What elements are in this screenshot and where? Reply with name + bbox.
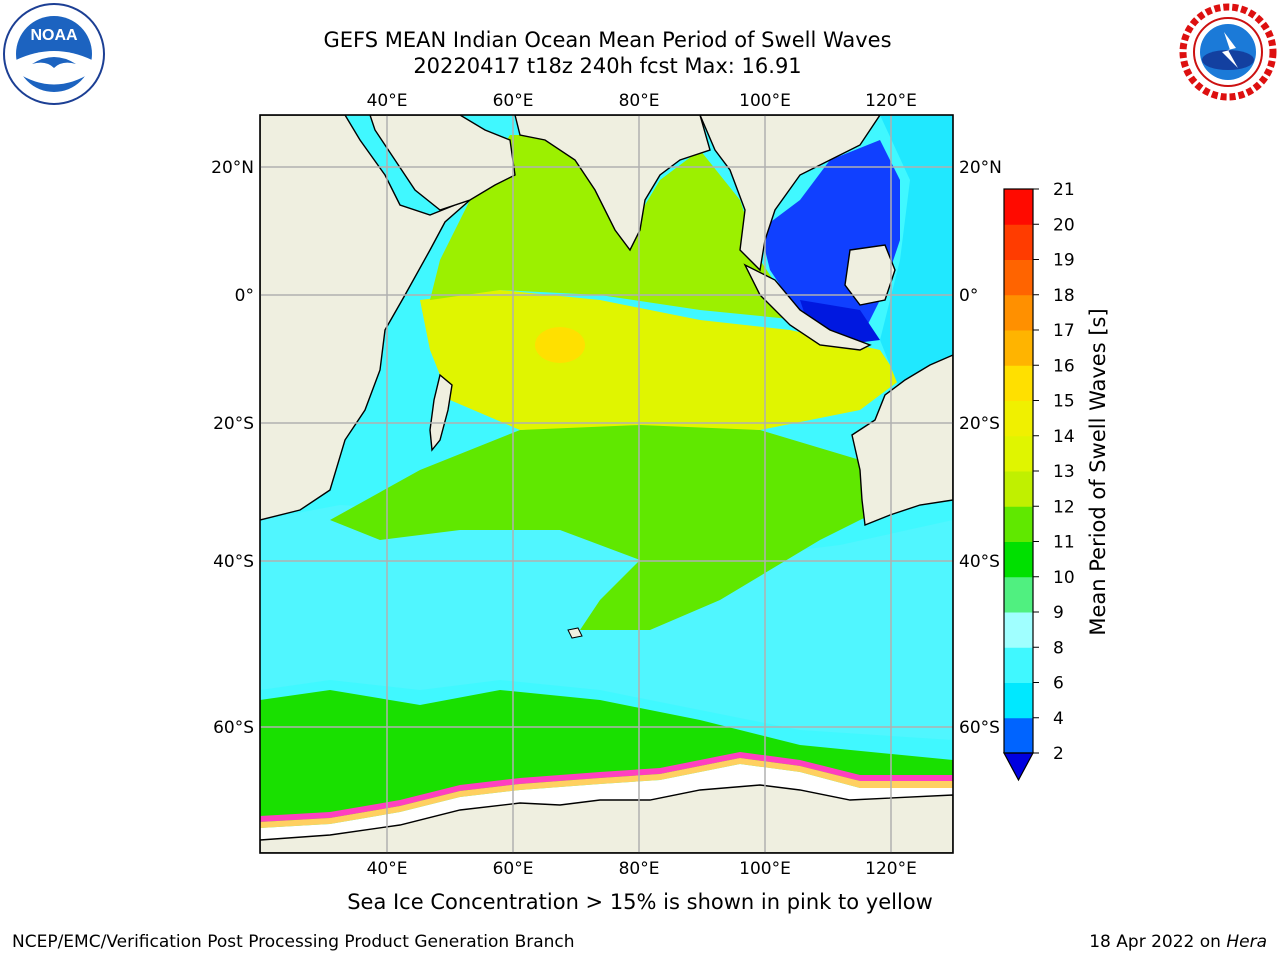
mid-latitude-green [330, 420, 900, 630]
lat-label-right: 60°S [959, 718, 1000, 738]
lat-label-left: 20°S [213, 414, 254, 434]
colorbar-title: Mean Period of Swell Waves [s] [1086, 308, 1110, 635]
colorbar-tick-label: 19 [1053, 251, 1075, 271]
lon-label-bottom: 60°E [493, 859, 534, 879]
colorbar-swatch [1004, 435, 1033, 472]
host-name: Hera [1226, 932, 1267, 952]
borneo-land [844, 244, 896, 306]
arabia-land [369, 115, 516, 211]
run-date: 18 Apr 2022 on Hera [1089, 932, 1267, 952]
lon-label-top: 120°E [865, 91, 917, 111]
lon-label-top: 60°E [493, 91, 534, 111]
central-yellow-swell [420, 290, 900, 430]
lat-label-left: 0° [235, 286, 254, 306]
madagascar-land [429, 373, 453, 452]
colorbar-swatch [1004, 294, 1033, 331]
colorbar-swatch [1004, 400, 1033, 437]
colorbar-tick-label: 9 [1053, 603, 1064, 623]
colorbar-swatch [1004, 365, 1033, 401]
peak-swell-area [535, 327, 585, 363]
sea-ice-note: Sea Ice Concentration > 15% is shown in … [347, 890, 933, 914]
lat-label-right: 0° [959, 286, 978, 306]
south-china-sea [880, 115, 953, 390]
chart-title: GEFS MEAN Indian Ocean Mean Period of Sw… [323, 28, 892, 52]
colorbar-tick-label: 11 [1053, 533, 1075, 553]
colorbar-swatch [1004, 330, 1033, 366]
colorbar-tick-label: 17 [1053, 321, 1075, 341]
colorbar-tick-label: 6 [1053, 674, 1064, 694]
colorbar-swatch [1004, 647, 1033, 683]
colorbar-tick-label: 16 [1053, 356, 1075, 376]
colorbar-tick-label: 12 [1053, 497, 1075, 517]
colorbar-swatch [1004, 612, 1033, 648]
colorbar-swatch [1004, 576, 1033, 613]
australia-land [851, 354, 953, 526]
map-content [260, 115, 953, 853]
lon-label-top: 80°E [619, 91, 660, 111]
colorbar-tick-label: 10 [1053, 568, 1075, 588]
colorbar-tick-label: 18 [1053, 286, 1075, 306]
colorbar-tick-label: 20 [1053, 215, 1075, 235]
noaa-logo: NOAA [3, 3, 105, 105]
colorbar-tick-label: 2 [1053, 744, 1064, 764]
lon-label-bottom: 80°E [619, 859, 660, 879]
colorbar-tick-label: 13 [1053, 462, 1075, 482]
map-frame [259, 114, 954, 854]
sea-ice-yellow [260, 758, 953, 828]
colorbar-swatch [1004, 541, 1033, 578]
lon-label-top: 40°E [367, 91, 408, 111]
lat-label-right: 20°S [959, 414, 1000, 434]
colorbar-swatch [1004, 506, 1033, 542]
lon-label-bottom: 100°E [739, 859, 791, 879]
kerguelen-island [567, 627, 583, 639]
lat-label-right: 40°S [959, 552, 1000, 572]
colorbar-swatch [1004, 471, 1033, 507]
svg-text:NOAA: NOAA [30, 27, 78, 44]
lon-label-bottom: 40°E [367, 859, 408, 879]
lon-label-bottom: 120°E [865, 859, 917, 879]
lat-label-right: 20°N [959, 158, 1002, 178]
chart-subtitle: 20220417 t18z 240h fcst Max: 16.91 [413, 54, 802, 78]
africa-land [260, 115, 471, 521]
sea-ice-edge [260, 752, 953, 822]
colorbar-tick-label: 21 [1053, 180, 1075, 200]
lat-label-left: 40°S [213, 552, 254, 572]
lat-label-left: 60°S [213, 718, 254, 738]
producer-credit: NCEP/EMC/Verification Post Processing Pr… [12, 932, 575, 952]
nws-logo [1179, 3, 1277, 101]
colorbar-swatch [1004, 224, 1033, 260]
colorbar-tick-label: 8 [1053, 638, 1064, 658]
colorbar-swatch [1004, 259, 1033, 296]
run-date-text: 18 Apr 2022 on [1089, 932, 1221, 952]
colorbar-swatch [1004, 189, 1033, 225]
colorbar-tick-label: 4 [1053, 709, 1064, 729]
colorbar-extend-arrow [1002, 752, 1035, 782]
lon-label-top: 100°E [739, 91, 791, 111]
antarctica-land [260, 784, 953, 853]
colorbar: 2 4 6 8 9 10 11 12 13 14 15 16 17 18 19 20 21 [1002, 180, 1075, 782]
gridlines [260, 115, 953, 853]
colorbar-tick-label: 14 [1053, 427, 1075, 447]
colorbar-tick-label: 15 [1053, 392, 1075, 412]
colorbar-swatch [1004, 682, 1033, 719]
colorbar-swatch [1004, 717, 1033, 754]
lat-label-left: 20°N [211, 158, 254, 178]
india-land [514, 115, 711, 252]
